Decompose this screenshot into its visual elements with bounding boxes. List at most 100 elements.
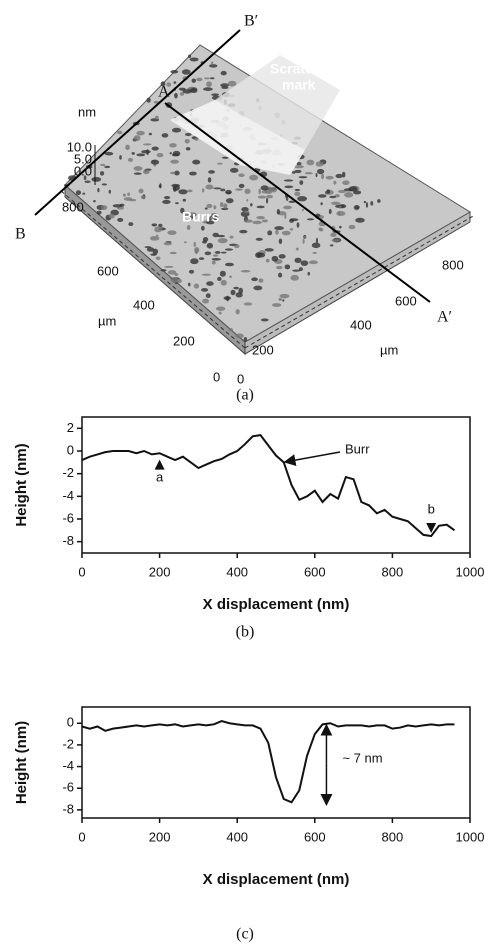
texture (220, 70, 227, 76)
texture (268, 186, 272, 193)
texture (119, 155, 122, 160)
texture (335, 173, 343, 179)
x-tick-label: 1000 (456, 829, 485, 844)
texture (104, 151, 114, 156)
texture (127, 192, 131, 196)
texture (253, 285, 263, 291)
texture (325, 175, 334, 180)
texture (365, 202, 369, 208)
texture (265, 258, 270, 263)
texture (146, 247, 155, 252)
texture (100, 163, 106, 167)
texture (267, 230, 273, 236)
texture (284, 213, 287, 219)
texture (119, 203, 125, 207)
texture (227, 80, 237, 87)
texture (133, 172, 142, 175)
texture (238, 173, 245, 178)
caption: (a) (236, 387, 254, 404)
texture (370, 201, 374, 206)
texture (84, 180, 91, 183)
texture (154, 226, 162, 233)
texture (219, 270, 226, 277)
texture (170, 69, 179, 74)
texture (182, 89, 193, 94)
texture (99, 171, 105, 176)
texture (141, 150, 151, 154)
texture (321, 173, 325, 180)
texture (355, 217, 365, 223)
texture (282, 299, 285, 302)
left-unit: µm (98, 313, 116, 328)
texture (257, 195, 267, 199)
texture (221, 156, 229, 159)
texture (100, 205, 108, 211)
texture (173, 187, 177, 192)
texture (341, 171, 346, 178)
x-axis-label: X displacement (nm) (203, 871, 350, 888)
x-tick-label: 200 (149, 829, 171, 844)
x-tick-label: 0 (78, 564, 85, 579)
x-tick-label: 800 (382, 829, 404, 844)
texture (258, 278, 264, 283)
texture (159, 183, 162, 189)
texture (354, 205, 360, 210)
texture (330, 201, 341, 205)
texture (163, 241, 172, 246)
texture (289, 228, 294, 231)
texture (278, 254, 286, 259)
x-axis-label: X displacement (nm) (203, 596, 350, 613)
texture (206, 81, 212, 87)
texture (155, 234, 159, 237)
x-tick-label: 0 (78, 829, 85, 844)
texture (97, 188, 100, 193)
texture (162, 199, 171, 204)
texture (158, 223, 163, 228)
texture (201, 188, 205, 193)
texture (243, 302, 253, 306)
texture (331, 239, 341, 242)
texture (213, 205, 217, 210)
texture (169, 251, 177, 255)
texture (83, 175, 87, 181)
texture (241, 206, 249, 212)
texture (205, 184, 214, 190)
y-tick-label: -4 (62, 758, 74, 773)
texture (295, 247, 299, 251)
texture (93, 199, 96, 203)
caption: (b) (236, 624, 255, 641)
texture (256, 215, 265, 220)
annotation: b (428, 501, 435, 516)
texture (142, 169, 150, 175)
texture (244, 188, 251, 195)
texture (201, 288, 209, 292)
texture (140, 195, 146, 199)
texture (171, 153, 180, 157)
texture (117, 217, 124, 223)
y-tick-label: -4 (62, 488, 74, 503)
texture (209, 64, 218, 68)
texture (223, 203, 228, 209)
annotation-arrow (154, 459, 165, 470)
y-tick-label: -2 (62, 736, 74, 751)
texture (194, 137, 199, 141)
texture (136, 130, 145, 136)
texture (170, 171, 176, 175)
texture (217, 234, 226, 238)
texture (217, 162, 223, 165)
plot-frame (81, 706, 471, 819)
texture (228, 328, 233, 331)
texture (260, 318, 269, 322)
texture (330, 232, 337, 238)
texture (328, 208, 332, 215)
texture (217, 276, 222, 281)
texture (251, 277, 258, 282)
texture (193, 241, 197, 247)
z-tick: 10.0 (67, 139, 92, 154)
texture (294, 191, 301, 197)
texture (290, 218, 299, 222)
texture (183, 241, 187, 244)
texture (169, 143, 177, 148)
texture (174, 170, 180, 176)
